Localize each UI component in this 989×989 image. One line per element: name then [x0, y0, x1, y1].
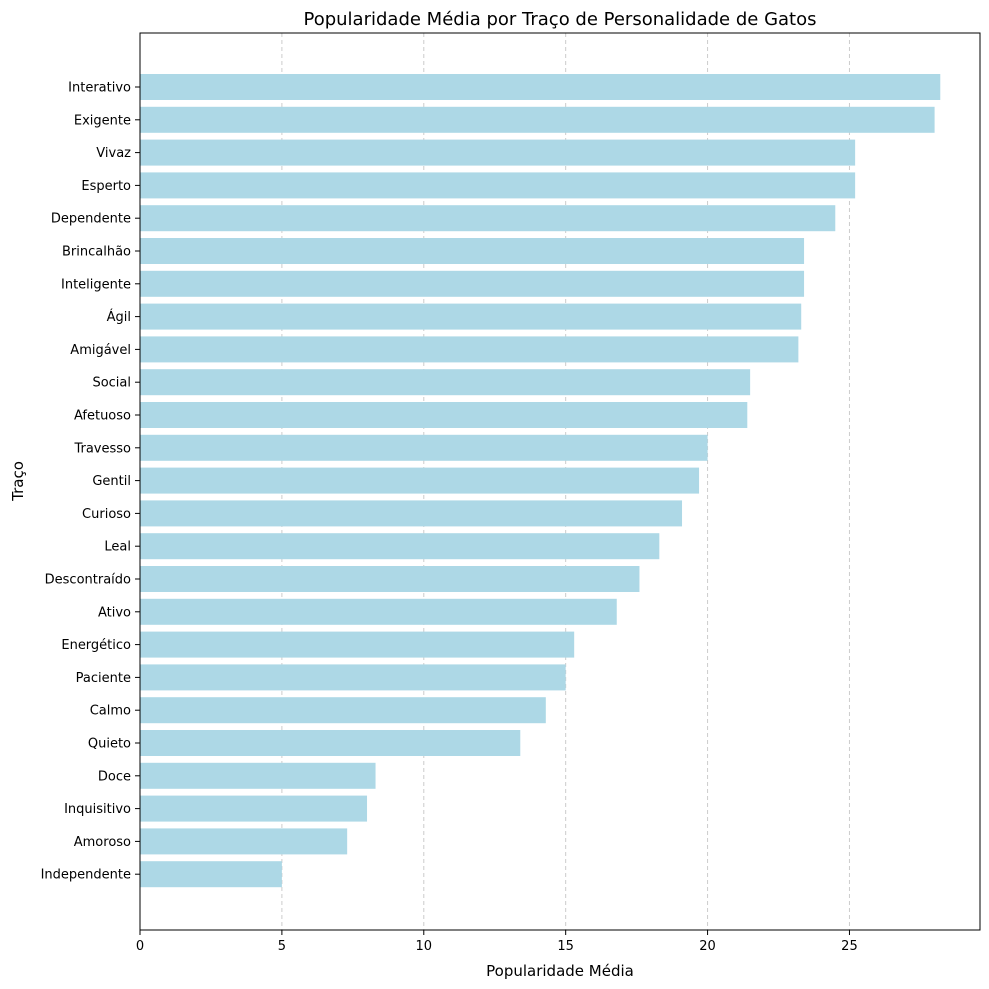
bar: [140, 369, 751, 396]
y-tick-label: Vivaz: [96, 146, 131, 161]
y-tick-label: Leal: [104, 540, 131, 555]
bar: [140, 467, 700, 494]
y-tick-label: Afetuoso: [74, 409, 131, 424]
y-tick-label: Inquisitivo: [64, 802, 131, 817]
y-tick-label: Amigável: [70, 343, 131, 358]
bar: [140, 500, 683, 527]
y-axis-ticks: Interativo Exigente Vivaz Esperto Dependente…: [41, 81, 140, 883]
bar: [140, 861, 282, 888]
chart-title: Popularidade Média por Traço de Personal…: [304, 9, 817, 30]
bar: [140, 336, 799, 363]
y-tick-label: Energético: [61, 638, 131, 653]
x-axis-ticks: 0 5 10 15 20 25: [136, 930, 858, 954]
x-tick-label: 5: [278, 939, 286, 954]
y-axis-label: Traço: [9, 461, 27, 502]
y-tick-label: Ágil: [107, 309, 131, 325]
y-tick-label: Social: [92, 376, 131, 391]
bar: [140, 172, 856, 199]
plot-frame: [139, 32, 981, 931]
y-tick-label: Exigente: [74, 113, 131, 128]
bar: [140, 74, 941, 100]
bar: [140, 697, 546, 724]
bar: [140, 402, 748, 428]
x-tick-label: 0: [136, 939, 144, 954]
bar: [140, 303, 802, 330]
y-tick-label: Descontraído: [45, 573, 131, 588]
y-tick-label: Gentil: [92, 474, 131, 489]
bar: [140, 270, 805, 297]
bar: [140, 762, 376, 789]
y-tick-label: Doce: [98, 769, 131, 784]
x-tick-label: 20: [699, 939, 716, 954]
y-tick-label: Brincalhão: [62, 245, 131, 260]
y-tick-label: Curioso: [82, 507, 131, 522]
y-tick-label: Dependente: [51, 212, 131, 227]
y-tick-label: Inteligente: [61, 277, 131, 292]
x-tick-label: 15: [557, 939, 574, 954]
bar: [140, 205, 836, 232]
bar: [140, 238, 805, 264]
bar: [140, 566, 640, 592]
bar: [140, 598, 617, 625]
x-axis-label: Popularidade Média: [486, 962, 634, 980]
y-tick-label: Travesso: [73, 441, 131, 456]
bar: [140, 106, 935, 133]
bar: [140, 795, 368, 822]
y-tick-label: Independente: [41, 868, 131, 883]
bars: [140, 74, 941, 888]
bar: [140, 533, 660, 560]
y-tick-label: Calmo: [90, 704, 131, 719]
bar: [140, 434, 708, 461]
bar: [140, 828, 348, 855]
y-tick-label: Amoroso: [74, 835, 131, 850]
y-tick-label: Interativo: [68, 81, 131, 96]
bar: [140, 730, 521, 756]
bar: [140, 631, 575, 658]
y-tick-label: Paciente: [76, 671, 131, 686]
x-tick-label: 10: [416, 939, 433, 954]
y-tick-label: Ativo: [98, 605, 131, 620]
bar: [140, 139, 856, 166]
bar: [140, 664, 566, 691]
y-tick-label: Esperto: [81, 179, 131, 194]
y-tick-label: Quieto: [88, 737, 131, 752]
x-tick-label: 25: [841, 939, 858, 954]
